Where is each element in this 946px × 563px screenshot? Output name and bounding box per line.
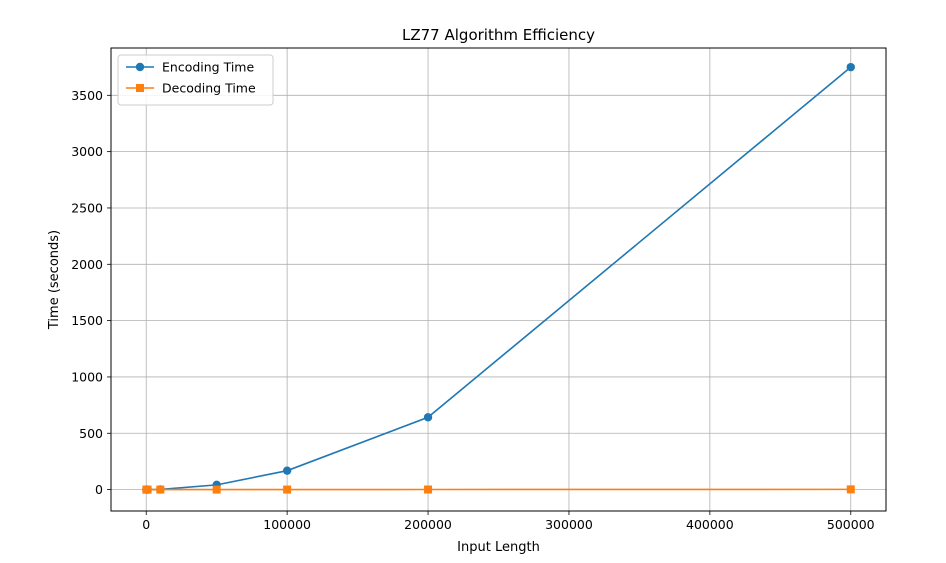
x-tick-label: 500000 (827, 517, 875, 532)
legend-marker (136, 84, 144, 92)
x-tick-label: 100000 (263, 517, 311, 532)
data-point (156, 485, 165, 494)
series-layer (142, 62, 855, 494)
y-tick-label: 500 (79, 426, 103, 441)
x-tick-label: 200000 (404, 517, 452, 532)
y-axis-label: Time (seconds) (47, 230, 62, 330)
x-tick-label: 0 (142, 517, 150, 532)
plot-frame (110, 47, 887, 512)
y-axis-ticks: 0 500 1000 1500 2000 2500 3000 3500 (71, 88, 111, 497)
data-point (212, 485, 221, 494)
y-tick-label: 1500 (71, 313, 103, 328)
x-tick-label: 400000 (686, 517, 734, 532)
y-tick-label: 1000 (71, 369, 103, 384)
grid-lines (111, 48, 886, 511)
legend-label: Encoding Time (162, 60, 254, 75)
x-tick-label: 300000 (545, 517, 593, 532)
series-decoding-time (142, 485, 855, 494)
data-point (846, 62, 855, 72)
data-point (143, 485, 152, 494)
data-point (282, 466, 292, 475)
y-tick-label: 0 (95, 482, 103, 497)
legend-item: Decoding Time (126, 81, 256, 96)
legend: Encoding Time Decoding Time (117, 54, 274, 106)
legend-item: Encoding Time (126, 60, 254, 75)
data-point (283, 485, 292, 494)
legend-box (117, 54, 274, 106)
y-tick-label: 2500 (71, 200, 103, 215)
data-point (424, 485, 433, 494)
legend-label: Decoding Time (162, 81, 256, 96)
y-tick-label: 2000 (71, 257, 103, 272)
series-line (146, 66, 852, 491)
x-axis-ticks: 0 100000 200000 300000 400000 500000 (142, 511, 875, 532)
chart-title: LZ77 Algorithm Efficiency (402, 26, 595, 44)
x-axis-label: Input Length (457, 540, 540, 555)
legend-marker (135, 62, 145, 72)
data-point (423, 413, 433, 422)
y-tick-label: 3000 (71, 144, 103, 159)
y-tick-label: 3500 (71, 88, 103, 103)
data-point (846, 485, 855, 494)
series-encoding-time (142, 62, 855, 494)
